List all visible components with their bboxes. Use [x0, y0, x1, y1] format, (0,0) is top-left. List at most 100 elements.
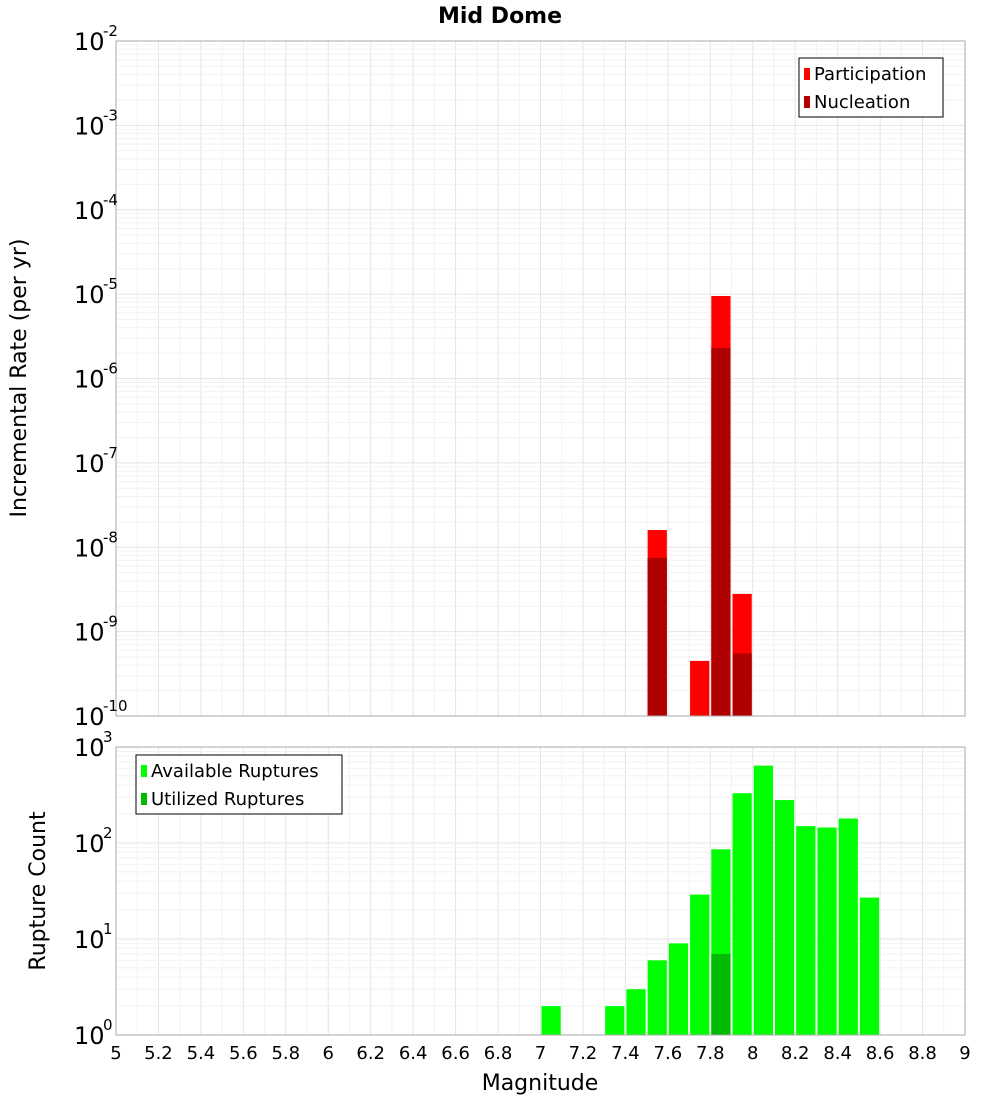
count-y-tick-label: 100: [74, 1016, 113, 1050]
svg-text:10: 10: [74, 281, 105, 309]
x-tick-label: 7.4: [611, 1043, 640, 1064]
x-tick-label: 7: [535, 1043, 546, 1064]
count-bar: [796, 826, 816, 1035]
svg-text:0: 0: [103, 1016, 113, 1034]
rate-y-tick-label: 10-9: [74, 613, 118, 647]
rate-bar: [690, 660, 710, 716]
svg-text:10: 10: [74, 366, 105, 394]
x-tick-label: 5.2: [144, 1043, 173, 1064]
svg-text:10: 10: [74, 703, 105, 731]
count-bars: [541, 765, 880, 1035]
count-legend-label: Utilized Ruptures: [151, 789, 304, 810]
count-bar: [668, 943, 689, 1035]
x-tick-label: 5: [110, 1043, 121, 1064]
x-tick-label: 7.8: [696, 1043, 725, 1064]
svg-text:-2: -2: [103, 22, 118, 40]
svg-text:-5: -5: [103, 275, 118, 293]
rate-y-tick-label: 10-8: [74, 528, 118, 562]
x-tick-label: 8.2: [781, 1043, 810, 1064]
chart-title: Mid Dome: [438, 4, 562, 29]
rate-legend-label: Nucleation: [814, 92, 910, 113]
rate-legend-label: Participation: [814, 64, 926, 85]
svg-text:10: 10: [74, 926, 105, 954]
x-tick-label: 6.8: [484, 1043, 513, 1064]
svg-text:10: 10: [74, 112, 105, 140]
rate-y-tick-label: 10-5: [74, 275, 118, 309]
rate-y-axis-label: Incremental Rate (per yr): [7, 239, 32, 518]
svg-text:10: 10: [74, 28, 105, 56]
count-bar: [690, 894, 710, 1035]
count-bar: [605, 1006, 625, 1035]
x-tick-label: 8.6: [866, 1043, 895, 1064]
rate-y-tick-label: 10-4: [74, 191, 118, 225]
svg-text:-7: -7: [103, 444, 118, 462]
x-tick-label: 7.6: [654, 1043, 683, 1064]
svg-text:-8: -8: [103, 528, 118, 546]
rate-y-tick-label: 10-3: [74, 106, 118, 140]
svg-text:1: 1: [103, 920, 113, 938]
count-legend-swatch: [141, 765, 147, 777]
rate-legend-swatch: [804, 96, 810, 108]
count-plot-frame: [115, 746, 966, 1036]
svg-text:-6: -6: [103, 360, 118, 378]
rate-y-tick-label: 10-6: [74, 360, 118, 394]
x-tick-label: 8.8: [908, 1043, 937, 1064]
rate-bars: [647, 296, 752, 716]
count-y-tick-label: 101: [74, 920, 113, 954]
svg-text:2: 2: [103, 824, 113, 842]
count-legend-label: Available Ruptures: [151, 761, 319, 782]
rate-legend-swatch: [804, 68, 810, 80]
x-tick-label: 6.6: [441, 1043, 470, 1064]
svg-text:-4: -4: [103, 191, 118, 209]
count-bar: [711, 953, 731, 1035]
svg-text:10: 10: [74, 450, 105, 478]
rate-grid: [115, 41, 966, 717]
svg-text:10: 10: [74, 619, 105, 647]
rate-y-tick-label: 10-10: [74, 697, 128, 731]
x-tick-label: 5.6: [229, 1043, 258, 1064]
svg-text:-10: -10: [103, 697, 128, 715]
count-y-axis-label: Rupture Count: [26, 811, 51, 971]
svg-text:-9: -9: [103, 613, 118, 631]
svg-text:10: 10: [74, 734, 105, 762]
count-legend: Available Ruptures Utilized Ruptures: [135, 754, 343, 815]
rate-bar: [647, 557, 667, 716]
count-bar: [838, 818, 858, 1035]
count-bar: [626, 989, 646, 1035]
x-tick-label: 8: [747, 1043, 758, 1064]
count-bar: [647, 960, 667, 1035]
svg-text:10: 10: [74, 830, 105, 858]
x-axis-ticks: 5 5.2 5.4 5.6 5.8 6 6.2 6.4 6.6 6.8 7 7.2 7.4 7.6 7.8 8…: [110, 1043, 970, 1064]
x-tick-label: 8.4: [823, 1043, 852, 1064]
rate-y-tick-label: 10-2: [74, 22, 118, 56]
count-bar: [774, 800, 795, 1035]
x-tick-label: 6: [323, 1043, 334, 1064]
rate-bar: [732, 653, 752, 716]
rate-legend-box: [798, 57, 944, 118]
svg-text:10: 10: [74, 1022, 105, 1050]
count-bar: [817, 827, 837, 1035]
count-bar: [732, 793, 752, 1035]
svg-text:10: 10: [74, 197, 105, 225]
x-tick-label: 9: [959, 1043, 970, 1064]
svg-text:3: 3: [103, 728, 113, 746]
count-bar: [753, 765, 773, 1035]
x-tick-label: 5.4: [187, 1043, 216, 1064]
count-bar: [859, 897, 880, 1035]
x-axis-label: Magnitude: [482, 1071, 599, 1096]
rate-legend: Participation Nucleation: [798, 57, 944, 118]
x-tick-label: 6.4: [399, 1043, 428, 1064]
count-legend-box: [135, 754, 343, 815]
x-tick-label: 6.2: [356, 1043, 385, 1064]
rate-plot-frame: [115, 40, 966, 717]
rate-y-tick-label: 10-7: [74, 444, 118, 478]
svg-text:10: 10: [74, 534, 105, 562]
count-bar: [541, 1006, 561, 1035]
count-y-tick-label: 102: [74, 824, 113, 858]
count-y-tick-label: 103: [74, 728, 113, 762]
x-tick-label: 7.2: [569, 1043, 598, 1064]
